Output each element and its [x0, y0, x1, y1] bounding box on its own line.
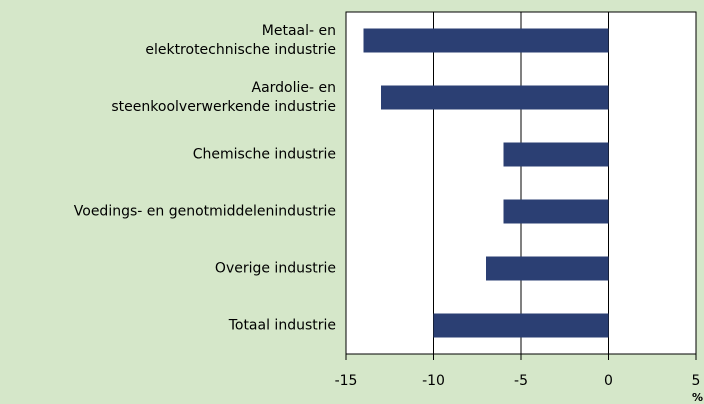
x-tick-label: 0: [604, 373, 613, 389]
category-label: Chemische industrie: [192, 146, 336, 162]
category-label: Aardolie- en steenkoolverwerkende indust…: [111, 79, 336, 115]
x-tick-label: -10: [422, 373, 445, 389]
x-tick-label: 5: [692, 373, 701, 389]
x-tick-label: -15: [335, 373, 358, 389]
category-label: Metaal- en elektrotechnische industrie: [145, 22, 336, 58]
bar: [503, 199, 609, 224]
category-label: Voedings- en genotmiddelenindustrie: [73, 203, 336, 219]
x-axis-label: %: [692, 391, 703, 404]
x-tick-label: -5: [514, 373, 528, 389]
bar: [363, 28, 609, 53]
category-label: Overige industrie: [214, 260, 336, 276]
bar: [503, 142, 609, 167]
bar: [433, 313, 609, 338]
category-label: Totaal industrie: [228, 317, 336, 333]
bar: [381, 85, 609, 110]
bar: [486, 256, 609, 281]
